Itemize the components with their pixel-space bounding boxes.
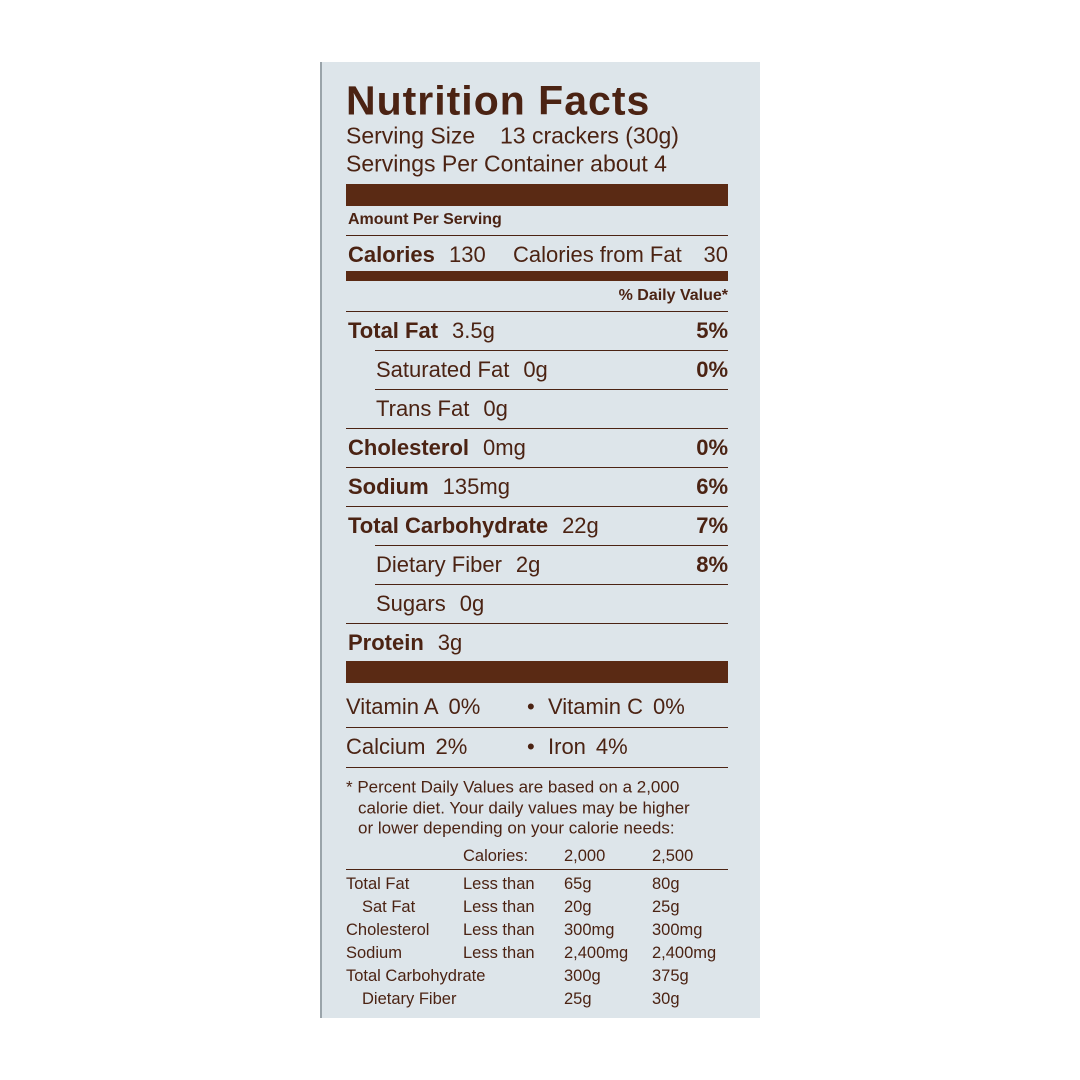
rule [346, 506, 728, 507]
ref-value: 20g [564, 897, 592, 916]
thick-bar [346, 271, 728, 281]
ref-name: Total Carbohydrate [346, 966, 486, 985]
ref-value: 375g [652, 966, 689, 985]
ref-value: 25g [564, 989, 592, 1008]
servings-per-container: Servings Per Container about 4 [346, 150, 667, 177]
calories-from-fat-label: Calories from Fat [513, 242, 682, 267]
ref-value: 30g [652, 989, 680, 1008]
ref-value: 300mg [564, 920, 615, 939]
ref-limit: Less than [463, 897, 535, 916]
rule [346, 311, 728, 312]
nutrient-name: Sodium [348, 474, 429, 499]
nutrient-name: Sugars [376, 591, 446, 616]
ref-name: Dietary Fiber [362, 989, 457, 1008]
rule [375, 545, 728, 546]
ref-value: 80g [652, 874, 680, 893]
bullet: • [527, 694, 535, 719]
nutrient-amount: 3.5g [452, 318, 495, 343]
rule [346, 467, 728, 468]
ref-name: Cholesterol [346, 920, 430, 939]
ref-name: Sodium [346, 943, 402, 962]
ref-value: 65g [564, 874, 592, 893]
serving-size-value: 13 crackers (30g) [500, 122, 679, 149]
nutrient-daily-value: 5% [696, 318, 728, 343]
ref-value: 300mg [652, 920, 703, 939]
amount-per-serving: Amount Per Serving [348, 211, 502, 228]
nutrient-name: Cholesterol [348, 435, 470, 460]
nutrient-amount: 0mg [483, 435, 526, 460]
nutrient-amount: 2g [515, 552, 541, 577]
nutrient-name: Trans Fat [376, 396, 470, 421]
calories-from-fat-value: 30 [703, 242, 728, 267]
ref-value: 300g [564, 966, 601, 985]
footnote: or lower depending on your calorie needs… [358, 818, 675, 838]
ref-header: Calories: [463, 846, 529, 865]
rule [375, 584, 728, 585]
nutrient-amount: 0g [523, 357, 548, 382]
rule [375, 389, 728, 390]
nutrient-name: Dietary Fiber [376, 552, 502, 577]
serving-size-label: Serving Size [346, 122, 476, 149]
nutrient-daily-value: 0% [696, 357, 728, 382]
ref-limit: Less than [463, 920, 535, 939]
vitamin-value: 0% [448, 694, 481, 719]
rule [346, 767, 728, 768]
vitamin-name: Iron [548, 734, 586, 759]
thick-bar [346, 661, 728, 683]
nutrient-amount: 0g [483, 396, 508, 421]
calories-value: 130 [449, 242, 486, 267]
ref-limit: Less than [463, 943, 535, 962]
nutrient-amount: 0g [459, 591, 485, 616]
nutrient-amount: 22g [562, 513, 599, 538]
vitamin-value: 2% [435, 734, 468, 759]
nutrient-amount: 3g [437, 630, 463, 655]
vitamin-name: Vitamin C [548, 694, 643, 719]
ref-header: 2,500 [652, 846, 694, 865]
rule [375, 350, 728, 351]
ref-value: 2,400mg [564, 943, 629, 962]
rule [346, 623, 728, 624]
ref-name: Total Fat [346, 874, 410, 893]
nutrient-daily-value: 8% [696, 552, 728, 577]
ref-value: 2,400mg [652, 943, 717, 962]
vitamin-value: 4% [595, 734, 628, 759]
rule [346, 428, 728, 429]
nutrient-daily-value: 7% [696, 513, 728, 538]
nutrition-label [320, 62, 760, 1018]
title: Nutrition Facts [346, 77, 651, 124]
vitamin-name: Calcium [346, 734, 426, 759]
nutrient-name: Saturated Fat [376, 357, 510, 382]
nutrient-amount: 135mg [442, 474, 510, 499]
thick-bar [346, 184, 728, 206]
bullet: • [527, 734, 535, 759]
vitamin-name: Vitamin A [346, 694, 439, 719]
rule [346, 727, 728, 728]
nutrient-name: Total Fat [348, 318, 439, 343]
nutrient-name: Protein [348, 630, 424, 655]
footnote: calorie diet. Your daily values may be h… [358, 798, 690, 817]
ref-header: 2,000 [564, 846, 606, 865]
rule [346, 869, 728, 870]
daily-value-header: % Daily Value* [618, 287, 728, 304]
ref-value: 25g [652, 897, 680, 916]
calories-label: Calories [348, 242, 435, 267]
nutrient-daily-value: 6% [696, 474, 728, 499]
footnote: * Percent Daily Values are based on a 2,… [346, 777, 680, 797]
nutrient-name: Total Carbohydrate [348, 513, 549, 538]
vitamin-value: 0% [652, 694, 685, 719]
rule [346, 235, 728, 236]
ref-limit: Less than [463, 874, 535, 893]
ref-name: Sat Fat [362, 897, 416, 916]
nutrient-daily-value: 0% [696, 435, 728, 460]
